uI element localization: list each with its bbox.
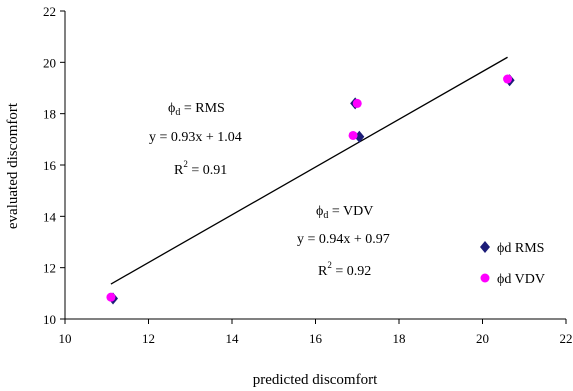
legend-label-rms: ϕd RMS <box>497 241 544 256</box>
annotation-rms-sub: d <box>175 107 180 118</box>
legend-rms-sub: d <box>504 241 511 256</box>
annotation-rms-r2-tail: = 0.91 <box>188 163 227 178</box>
x-axis-ticks: 10 12 14 16 18 20 22 <box>59 319 573 346</box>
annotation-rms-phi: ϕ <box>168 101 175 116</box>
y-tick-label: 18 <box>43 107 56 122</box>
annotation-rms-r2-prefix: R <box>174 163 184 178</box>
legend-rms-tail: RMS <box>511 241 544 256</box>
data-point-vdv <box>106 292 116 302</box>
annotation-vdv-r2-prefix: R <box>318 264 328 279</box>
annotation-vdv-tail: = VDV <box>328 204 373 219</box>
y-tick-label: 14 <box>43 209 57 224</box>
annotation-rms: ϕd = RMS y = 0.93x + 1.04 R2 = 0.91 <box>149 101 242 178</box>
annotation-rms-equation: y = 0.93x + 1.04 <box>149 130 242 145</box>
annotation-vdv-phi: ϕ <box>316 204 323 219</box>
x-tick-label: 20 <box>476 331 489 346</box>
annotation-vdv-equation: y = 0.94x + 0.97 <box>297 232 390 247</box>
y-tick-label: 12 <box>43 261 56 276</box>
data-points <box>106 74 515 305</box>
annotation-rms-tail: = RMS <box>180 101 224 116</box>
legend-circle-marker <box>480 273 490 283</box>
y-axis-label: evaluated discomfort <box>5 102 21 229</box>
annotation-vdv-sub: d <box>323 210 328 221</box>
data-point-vdv <box>352 98 362 108</box>
x-tick-label: 18 <box>393 331 406 346</box>
y-tick-label: 16 <box>43 158 57 173</box>
x-tick-label: 12 <box>142 331 155 346</box>
legend-item-vdv: ϕd VDV <box>480 272 545 287</box>
x-tick-label: 22 <box>560 331 573 346</box>
annotation-vdv: ϕd = VDV y = 0.94x + 0.97 R2 = 0.92 <box>297 204 390 279</box>
x-tick-label: 10 <box>59 331 72 346</box>
annotation-rms-r2-sup: 2 <box>183 159 188 169</box>
annotation-vdv-r2-sup: 2 <box>327 260 332 270</box>
annotation-vdv-title: ϕd = VDV <box>316 204 373 221</box>
annotation-vdv-r2: R2 = 0.92 <box>318 260 371 279</box>
legend-rms-phi: ϕ <box>497 241 504 256</box>
data-point-vdv <box>503 74 513 84</box>
legend-diamond-marker <box>480 241 490 253</box>
legend: ϕd RMS ϕd VDV <box>480 241 545 287</box>
x-tick-label: 16 <box>309 331 323 346</box>
annotation-rms-r2: R2 = 0.91 <box>174 159 227 178</box>
annotation-rms-title: ϕd = RMS <box>168 101 225 118</box>
y-tick-label: 20 <box>43 55 56 70</box>
legend-vdv-sub: d <box>504 272 511 287</box>
data-point-vdv <box>348 130 358 140</box>
y-tick-label: 10 <box>43 312 56 327</box>
trendline <box>110 56 508 285</box>
y-tick-label: 22 <box>43 4 56 19</box>
x-axis-label: predicted discomfort <box>253 372 378 388</box>
legend-vdv-phi: ϕ <box>497 272 504 287</box>
x-tick-label: 14 <box>226 331 240 346</box>
legend-item-rms: ϕd RMS <box>480 241 544 256</box>
annotation-vdv-r2-tail: = 0.92 <box>332 264 371 279</box>
legend-vdv-tail: VDV <box>511 272 545 287</box>
y-axis-ticks: 10 12 14 16 18 20 22 <box>43 4 65 327</box>
legend-label-vdv: ϕd VDV <box>497 272 545 287</box>
